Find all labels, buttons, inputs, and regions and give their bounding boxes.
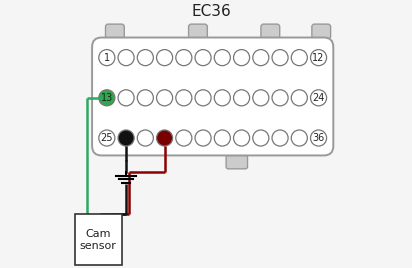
Text: 25: 25 (101, 133, 113, 143)
Circle shape (195, 50, 211, 66)
Text: EC36: EC36 (192, 4, 231, 19)
Text: 36: 36 (312, 133, 325, 143)
Circle shape (234, 50, 250, 66)
Circle shape (234, 90, 250, 106)
Circle shape (311, 50, 327, 66)
Circle shape (311, 90, 327, 106)
Text: Cam
sensor: Cam sensor (80, 229, 117, 251)
Circle shape (272, 130, 288, 146)
Circle shape (99, 90, 115, 106)
Circle shape (99, 50, 115, 66)
FancyBboxPatch shape (92, 38, 333, 155)
Circle shape (99, 130, 115, 146)
Circle shape (272, 50, 288, 66)
Circle shape (176, 90, 192, 106)
Circle shape (291, 50, 307, 66)
FancyBboxPatch shape (105, 24, 124, 39)
Circle shape (214, 90, 230, 106)
Circle shape (157, 90, 173, 106)
FancyBboxPatch shape (312, 24, 330, 39)
Circle shape (118, 130, 134, 146)
Circle shape (118, 50, 134, 66)
Circle shape (311, 130, 327, 146)
FancyBboxPatch shape (226, 155, 248, 169)
Circle shape (272, 90, 288, 106)
Circle shape (253, 130, 269, 146)
Text: 13: 13 (101, 93, 113, 103)
Text: 1: 1 (104, 53, 110, 63)
FancyBboxPatch shape (261, 24, 280, 39)
Text: 12: 12 (312, 53, 325, 63)
Circle shape (195, 90, 211, 106)
Circle shape (157, 50, 173, 66)
Circle shape (137, 50, 153, 66)
FancyBboxPatch shape (75, 214, 122, 265)
FancyBboxPatch shape (189, 24, 207, 39)
Circle shape (157, 130, 173, 146)
Circle shape (118, 90, 134, 106)
Circle shape (234, 130, 250, 146)
Circle shape (214, 130, 230, 146)
Circle shape (253, 90, 269, 106)
Circle shape (176, 50, 192, 66)
Circle shape (137, 90, 153, 106)
Circle shape (291, 90, 307, 106)
Circle shape (137, 130, 153, 146)
Circle shape (291, 130, 307, 146)
Circle shape (253, 50, 269, 66)
Circle shape (214, 50, 230, 66)
Circle shape (176, 130, 192, 146)
Text: 24: 24 (312, 93, 325, 103)
Circle shape (195, 130, 211, 146)
